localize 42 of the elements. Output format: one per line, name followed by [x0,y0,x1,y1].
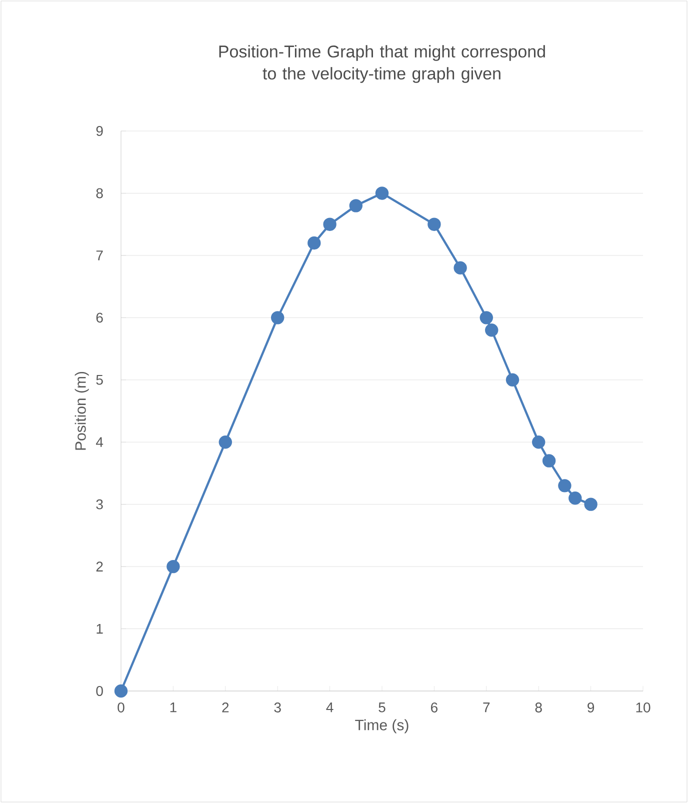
point [584,498,598,511]
y-tick-label: 8 [96,188,103,198]
x-tick-label: 8 [535,702,542,712]
y-tick-label: 5 [96,375,103,385]
point [271,311,284,324]
point [428,218,441,231]
x-tick-label: 5 [378,702,386,712]
point [218,436,232,449]
x-axis-title: Time (s) [355,719,408,734]
point [480,311,494,324]
x-tick-label: 1 [170,702,176,712]
point [308,236,321,250]
y-tick-label: 6 [96,312,103,323]
x-tick-label: 10 [636,702,650,712]
point [323,218,336,231]
x-tick-label: 7 [483,702,490,712]
point [485,324,498,337]
y-tick-label: 7 [96,250,103,260]
point [375,186,389,200]
x-tick-label: 9 [588,702,594,712]
point [568,492,582,505]
y-tick-label: 4 [96,437,104,447]
point [114,684,128,698]
x-tick-label: 6 [431,702,438,712]
y-tick-label: 2 [96,562,103,572]
y-axis-title: Position (m) [74,372,89,450]
point [542,454,556,468]
x-tick-label: 0 [118,702,124,712]
x-tick-label: 3 [274,702,281,712]
point [532,436,546,449]
y-tick-label: 0 [96,686,103,696]
x-tick-label: 2 [222,702,229,712]
point [454,261,467,274]
point [349,199,363,212]
x-tick-label: 4 [326,702,334,712]
y-tick-label: 9 [96,126,103,136]
point [558,479,572,492]
point [506,373,520,386]
point [166,560,180,574]
y-tick-label: 3 [96,499,103,510]
y-tick-label: 1 [96,624,103,634]
chart-title: Position-Time Graph that might correspond to the velocity-time graph given [219,45,545,83]
